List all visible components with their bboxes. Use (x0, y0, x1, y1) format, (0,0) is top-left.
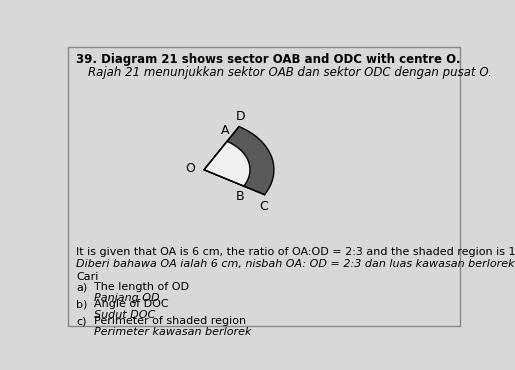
Text: Perimeter of shaded region: Perimeter of shaded region (94, 316, 247, 326)
Text: Diberi bahawa OA ialah 6 cm, nisbah OA: OD = 2:3 dan luas kawasan berlorek ialah: Diberi bahawa OA ialah 6 cm, nisbah OA: … (76, 259, 515, 269)
Text: Rajah 21 menunjukkan sektor OAB dan sektor ODC dengan pusat O.: Rajah 21 menunjukkan sektor OAB dan sekt… (89, 66, 492, 79)
Wedge shape (204, 141, 250, 186)
Text: b): b) (76, 299, 88, 309)
Text: a): a) (76, 282, 88, 292)
Text: O: O (185, 162, 195, 175)
Text: Angle of DOC: Angle of DOC (94, 299, 169, 309)
Wedge shape (204, 127, 274, 195)
Text: C: C (259, 200, 268, 213)
Text: The length of OD: The length of OD (94, 282, 190, 292)
Text: c): c) (76, 316, 87, 326)
Text: Sudut DOC: Sudut DOC (94, 310, 156, 320)
Text: D: D (235, 110, 245, 123)
Text: It is given that OA is 6 cm, the ratio of OA:OD = 2:3 and the shaded region is 1: It is given that OA is 6 cm, the ratio o… (76, 247, 515, 257)
Text: Cari: Cari (76, 272, 99, 282)
Text: 39. Diagram 21 shows sector OAB and ODC with centre O.: 39. Diagram 21 shows sector OAB and ODC … (76, 53, 461, 66)
Text: B: B (235, 191, 244, 204)
Text: A: A (221, 124, 229, 137)
Text: Perimeter kawasan berlorek: Perimeter kawasan berlorek (94, 327, 252, 337)
Text: Panjang OD: Panjang OD (94, 293, 160, 303)
